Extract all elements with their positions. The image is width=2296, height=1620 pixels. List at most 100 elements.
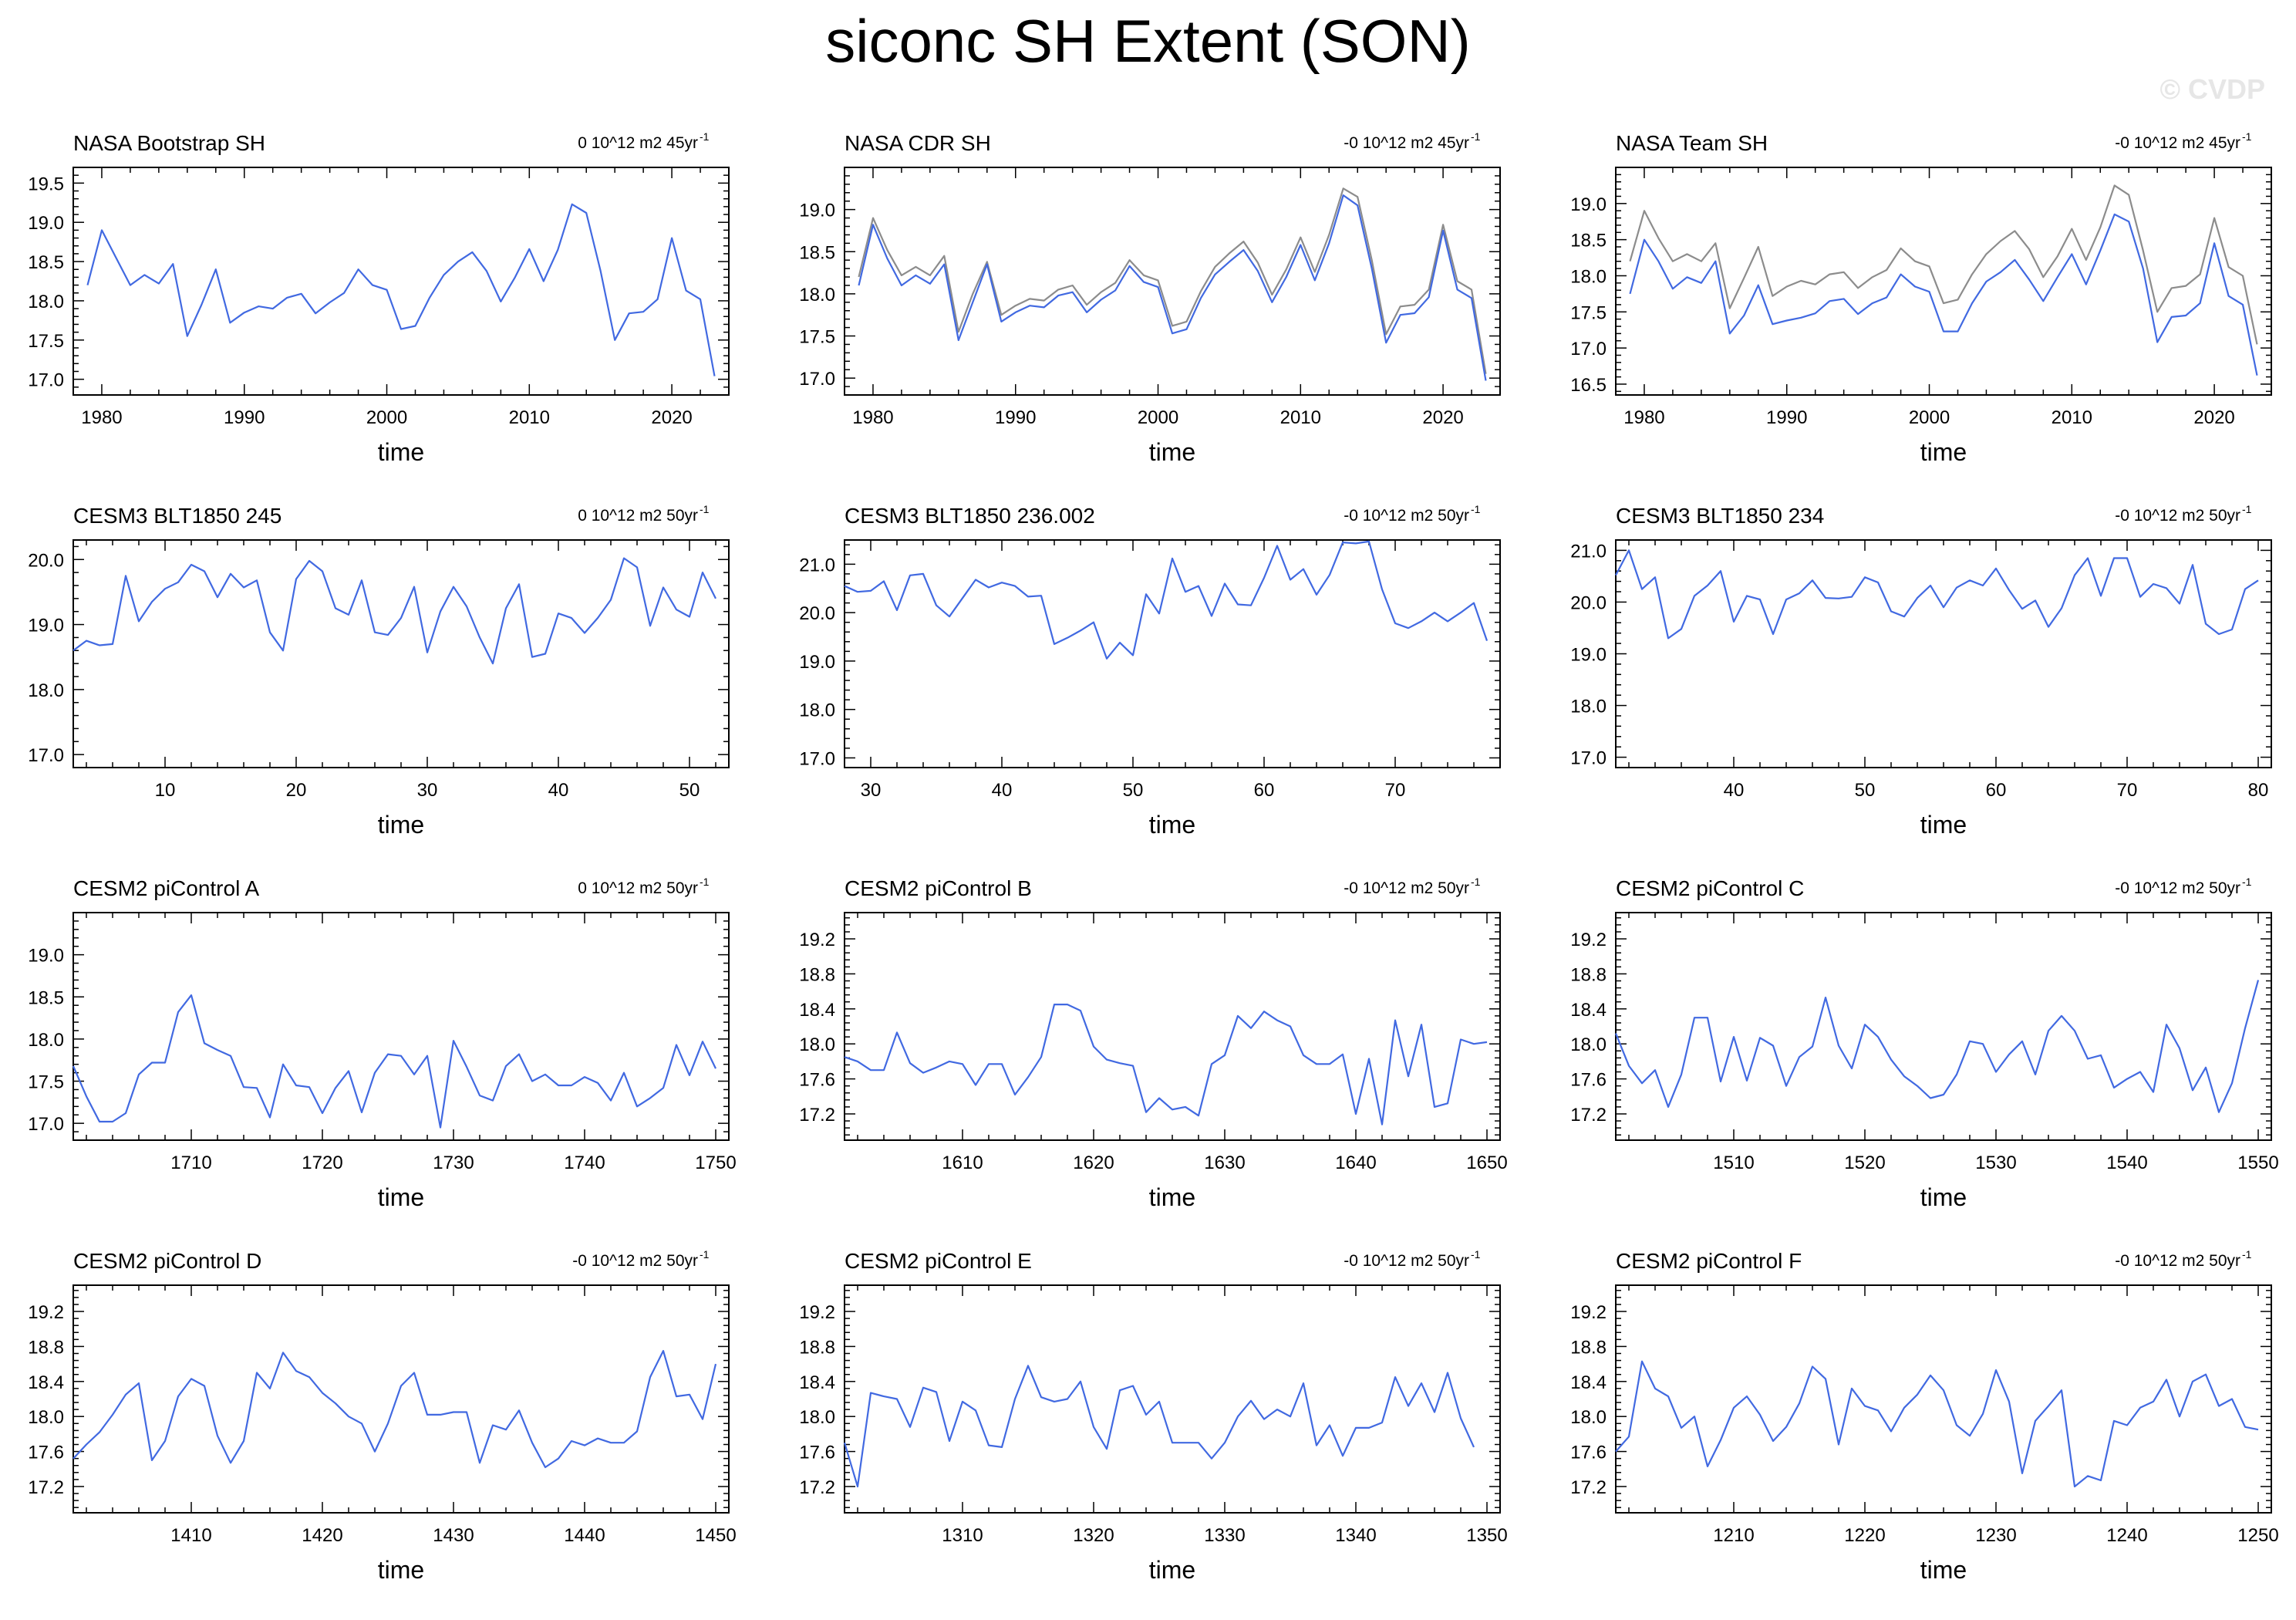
x-tick-label: 2010 bbox=[1280, 407, 1321, 428]
trend-superscript: -1 bbox=[2242, 1248, 2252, 1261]
y-tick-label: 19.0 bbox=[1570, 194, 1607, 215]
trend-label: -0 10^12 m2 50yr bbox=[2115, 879, 2240, 897]
x-axis-label: time bbox=[1149, 1556, 1195, 1584]
plot-frame bbox=[72, 912, 730, 1141]
trend-label: -0 10^12 m2 45yr bbox=[2115, 134, 2240, 152]
plot-frame bbox=[72, 1284, 730, 1514]
y-tick-label: 20.0 bbox=[799, 603, 835, 624]
panel-title: CESM3 BLT1850 245 bbox=[73, 504, 282, 528]
chart-panel: CESM2 piControl D -0 10^12 m2 50yr -1 17.2 1… bbox=[28, 1248, 736, 1584]
trend-label: 0 10^12 m2 45yr bbox=[578, 134, 698, 152]
x-tick-label: 1630 bbox=[1204, 1153, 1245, 1173]
y-tick-label: 18.5 bbox=[799, 242, 835, 263]
trend-superscript: -1 bbox=[700, 503, 710, 515]
chart-panel: CESM3 BLT1850 245 0 10^12 m2 50yr -1 17.0 18… bbox=[28, 503, 730, 839]
y-tick-label: 18.0 bbox=[1570, 1034, 1607, 1055]
y-tick-label: 17.6 bbox=[799, 1443, 835, 1463]
y-tick-label: 17.2 bbox=[1570, 1105, 1607, 1126]
y-tick-label: 18.4 bbox=[1570, 1372, 1607, 1393]
y-tick-label: 21.0 bbox=[1570, 541, 1607, 562]
y-tick-label: 18.8 bbox=[1570, 1337, 1607, 1358]
y-tick-label: 17.0 bbox=[1570, 339, 1607, 359]
y-tick-label: 17.0 bbox=[1570, 748, 1607, 769]
x-tick-label: 30 bbox=[417, 780, 438, 801]
series-line bbox=[1614, 980, 2260, 1113]
x-tick-label: 1450 bbox=[695, 1525, 736, 1546]
x-axis-label: time bbox=[1149, 438, 1195, 466]
x-tick-label: 1740 bbox=[564, 1153, 605, 1173]
x-tick-label: 1250 bbox=[2237, 1525, 2278, 1546]
x-tick-label: 1410 bbox=[170, 1525, 211, 1546]
y-tick-label: 17.2 bbox=[799, 1105, 835, 1126]
plot-frame bbox=[1615, 539, 2272, 768]
y-tick-label: 17.6 bbox=[1570, 1070, 1607, 1091]
y-tick-label: 17.2 bbox=[28, 1477, 64, 1498]
plot-frame bbox=[1615, 167, 2272, 396]
chart-panel: CESM3 BLT1850 236.002 -0 10^12 m2 50yr -1 1… bbox=[799, 503, 1501, 839]
x-tick-label: 60 bbox=[1254, 780, 1275, 801]
x-tick-label: 1330 bbox=[1204, 1525, 1245, 1546]
x-tick-label: 1530 bbox=[1975, 1153, 2016, 1173]
y-tick-label: 18.4 bbox=[28, 1372, 64, 1393]
y-tick-label: 17.2 bbox=[799, 1477, 835, 1498]
panel-title: CESM3 BLT1850 234 bbox=[1616, 504, 1824, 528]
trend-superscript: -1 bbox=[700, 876, 710, 888]
trend-label: -0 10^12 m2 50yr bbox=[1344, 879, 1469, 897]
y-tick-label: 18.0 bbox=[799, 700, 835, 721]
x-tick-label: 1750 bbox=[695, 1153, 736, 1173]
panel-title: CESM2 piControl C bbox=[1616, 876, 1804, 900]
x-tick-label: 1710 bbox=[170, 1153, 211, 1173]
panel-title: CESM2 piControl B bbox=[845, 876, 1032, 900]
plot-frame bbox=[844, 167, 1501, 396]
y-tick-label: 18.0 bbox=[28, 1030, 64, 1051]
panel-title: CESM2 piControl E bbox=[845, 1249, 1032, 1273]
x-tick-label: 1540 bbox=[2106, 1153, 2147, 1173]
x-tick-label: 2010 bbox=[509, 407, 550, 428]
trend-label: 0 10^12 m2 50yr bbox=[578, 507, 698, 525]
y-tick-label: 19.2 bbox=[1570, 930, 1607, 950]
y-tick-label: 18.8 bbox=[799, 964, 835, 985]
y-tick-label: 18.8 bbox=[28, 1337, 64, 1358]
y-tick-label: 18.5 bbox=[1570, 231, 1607, 251]
y-tick-label: 17.0 bbox=[799, 369, 835, 390]
y-tick-label: 17.5 bbox=[799, 327, 835, 348]
y-tick-label: 19.2 bbox=[28, 1302, 64, 1323]
x-tick-label: 1520 bbox=[1844, 1153, 1885, 1173]
y-tick-label: 18.0 bbox=[799, 1407, 835, 1428]
x-axis-label: time bbox=[378, 811, 424, 839]
x-tick-label: 50 bbox=[1855, 780, 1876, 801]
series-line bbox=[843, 1365, 1475, 1488]
x-tick-label: 2000 bbox=[1138, 407, 1178, 428]
x-tick-label: 1340 bbox=[1335, 1525, 1376, 1546]
trend-label: -0 10^12 m2 50yr bbox=[1344, 507, 1469, 525]
x-tick-label: 1320 bbox=[1073, 1525, 1114, 1546]
y-tick-label: 18.0 bbox=[1570, 697, 1607, 717]
x-axis-label: time bbox=[1149, 811, 1195, 839]
y-tick-label: 17.5 bbox=[28, 331, 64, 352]
chart-panel: CESM3 BLT1850 234 -0 10^12 m2 50yr -1 17.0 1… bbox=[1570, 503, 2272, 839]
x-axis-label: time bbox=[1920, 1556, 1967, 1584]
y-tick-label: 21.0 bbox=[799, 555, 835, 575]
cvdp-watermark: © CVDP bbox=[2159, 73, 2265, 105]
x-tick-label: 1510 bbox=[1713, 1153, 1754, 1173]
plot-frame bbox=[844, 539, 1501, 768]
x-tick-label: 1720 bbox=[302, 1153, 342, 1173]
trend-label: -0 10^12 m2 45yr bbox=[1344, 134, 1469, 152]
series-line bbox=[844, 540, 1489, 660]
series-line bbox=[1615, 1360, 2259, 1488]
x-tick-label: 70 bbox=[1385, 780, 1406, 801]
y-tick-label: 19.0 bbox=[799, 652, 835, 673]
y-tick-label: 18.0 bbox=[28, 1407, 64, 1428]
y-tick-label: 17.6 bbox=[799, 1070, 835, 1091]
y-tick-label: 18.0 bbox=[1570, 1407, 1607, 1428]
x-tick-label: 1640 bbox=[1335, 1153, 1376, 1173]
plot-frame bbox=[72, 167, 730, 396]
series-line bbox=[72, 1349, 717, 1469]
y-tick-label: 19.0 bbox=[799, 201, 835, 221]
series-line bbox=[72, 557, 716, 665]
x-tick-label: 40 bbox=[992, 780, 1013, 801]
series-line bbox=[844, 1003, 1488, 1126]
x-tick-label: 20 bbox=[286, 780, 307, 801]
x-tick-label: 60 bbox=[1986, 780, 2007, 801]
